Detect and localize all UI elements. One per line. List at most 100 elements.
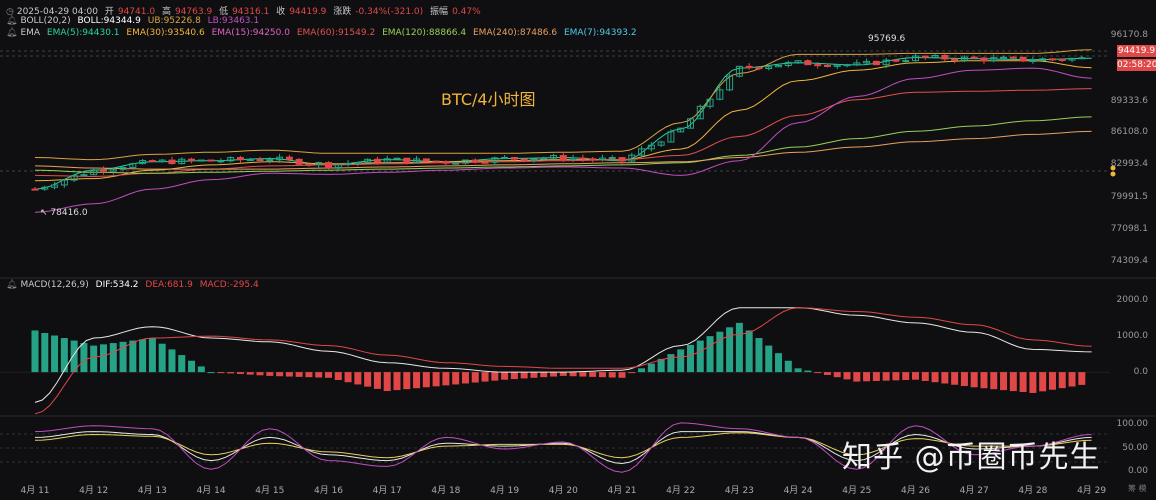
candle-body xyxy=(794,60,802,63)
candle-body xyxy=(843,64,851,67)
change-label: 涨跌 xyxy=(333,7,352,17)
candle-body xyxy=(148,160,156,163)
bell-icon[interactable]: 🔔︎ xyxy=(6,28,18,38)
date-tick: 4月 21 xyxy=(607,486,637,496)
macd-legend[interactable]: 🔔︎ MACD(12,26,9) DIF:534.2 DEA:681.9 MACD… xyxy=(6,280,263,290)
macd-histogram-bar xyxy=(1039,372,1047,392)
macd-histogram-bar xyxy=(608,372,616,378)
date-tick: 4月 23 xyxy=(724,486,754,496)
macd-histogram-bar xyxy=(726,327,734,373)
macd-histogram-bar xyxy=(285,372,293,377)
macd-histogram-bar xyxy=(393,372,401,391)
price-tick: 86108.0 xyxy=(1110,127,1148,137)
date-tick: 4月 12 xyxy=(79,486,109,496)
macd-histogram-bar xyxy=(960,372,968,387)
amplitude-value: 0.47% xyxy=(452,7,481,17)
macd-histogram-bar xyxy=(403,372,411,390)
boll-name: BOLL(20,2) xyxy=(20,16,71,26)
macd-histogram-bar xyxy=(912,372,919,380)
candle-body xyxy=(139,160,147,165)
ema-line xyxy=(34,60,1092,182)
macd-histogram-bar xyxy=(589,372,597,377)
date-tick: 4月 20 xyxy=(548,486,578,496)
candle-body xyxy=(735,65,743,77)
macd-histogram-bar xyxy=(178,355,186,373)
macd-histogram-bar xyxy=(510,372,518,380)
macd-histogram-bar xyxy=(833,372,841,378)
candle-body xyxy=(823,65,831,68)
candle-body xyxy=(980,57,988,62)
macd-histogram-bar xyxy=(471,372,479,383)
low-value: 94316.1 xyxy=(232,7,270,17)
candle-body xyxy=(285,156,293,160)
corner-label[interactable]: 筹 模 xyxy=(1128,484,1147,493)
candle-body xyxy=(129,163,137,169)
bell-icon[interactable]: 🔔︎ xyxy=(6,16,18,26)
candle-body xyxy=(383,158,391,163)
macd-histogram-bar xyxy=(158,343,166,373)
macd-histogram-bar xyxy=(1019,372,1027,393)
macd-histogram-bar xyxy=(980,372,988,389)
candle-body xyxy=(872,60,880,66)
high-value: 94763.9 xyxy=(174,7,213,17)
macd-histogram-bar xyxy=(559,372,567,376)
macd-histogram-bar xyxy=(344,372,352,383)
macd-histogram-bar xyxy=(755,338,763,373)
candle-body xyxy=(158,159,166,162)
macd-histogram-bar xyxy=(80,343,88,373)
candle-body xyxy=(501,156,509,159)
macd-histogram-bar xyxy=(1058,372,1066,389)
candle-body xyxy=(569,157,577,161)
low-annotation-value: 78416.0 xyxy=(50,208,88,218)
macd-histogram-bar xyxy=(501,372,509,380)
bell-icon[interactable]: 🔔︎ xyxy=(6,280,18,290)
candle-body xyxy=(432,160,440,163)
candle-body xyxy=(305,163,313,166)
candle-body xyxy=(1048,58,1056,61)
macd-histogram-bar xyxy=(765,345,773,373)
candle-body xyxy=(696,105,704,120)
boll-legend[interactable]: 🔔︎ BOLL(20,2) BOLL:94344.9 UB:95226.8 LB:… xyxy=(6,16,263,26)
macd-histogram-bar xyxy=(90,345,98,373)
macd-histogram-bar xyxy=(569,372,577,377)
low-annotation: ↖ 78416.0 xyxy=(40,208,88,218)
candle-body xyxy=(892,59,900,62)
candle-body xyxy=(422,158,430,162)
candle-body xyxy=(1078,57,1086,60)
macd-value: MACD:-295.4 xyxy=(199,280,259,290)
ema-legend[interactable]: 🔔︎ EMA EMA(5):94430.1 EMA(30):93540.6 EMA… xyxy=(6,28,641,38)
macd-histogram-bar xyxy=(921,372,929,381)
price-tick: 96170.8 xyxy=(1110,30,1148,40)
high-annotation: 95769.6 xyxy=(868,34,906,44)
date-tick: 4月 14 xyxy=(196,486,226,496)
candle-body xyxy=(960,56,968,61)
macd-histogram-bar xyxy=(70,340,78,373)
candle-body xyxy=(638,148,646,156)
candle-body xyxy=(970,56,978,59)
date-tick: 4月 28 xyxy=(1018,486,1048,496)
macd-histogram-bar xyxy=(931,372,939,383)
ema-item: EMA(120):88866.4 xyxy=(382,28,467,38)
macd-name: MACD(12,26,9) xyxy=(20,280,89,290)
candle-body xyxy=(608,157,616,160)
amplitude-label: 振幅 xyxy=(430,7,449,17)
candle-body xyxy=(207,159,215,162)
macd-histogram-bar xyxy=(1029,372,1037,393)
macd-histogram-bar xyxy=(168,349,176,373)
macd-histogram-bar xyxy=(452,372,460,385)
macd-histogram-bar xyxy=(706,336,714,373)
macd-histogram-bar xyxy=(119,341,127,373)
macd-histogram-bar xyxy=(863,372,871,382)
macd-histogram-bar xyxy=(207,372,215,374)
candle-body xyxy=(775,64,783,68)
date-tick: 4月 15 xyxy=(255,486,285,496)
candle-body xyxy=(256,159,264,162)
macd-histogram-bar xyxy=(970,372,978,388)
kdj-tick: 0.00 xyxy=(1127,466,1148,476)
date-tick: 4月 11 xyxy=(20,486,50,496)
ohlc-datetime: 2025-04-29 04:00 xyxy=(16,7,98,17)
macd-histogram-bar xyxy=(872,372,880,381)
macd-histogram-bar xyxy=(530,372,538,378)
macd-histogram-bar xyxy=(550,372,558,377)
